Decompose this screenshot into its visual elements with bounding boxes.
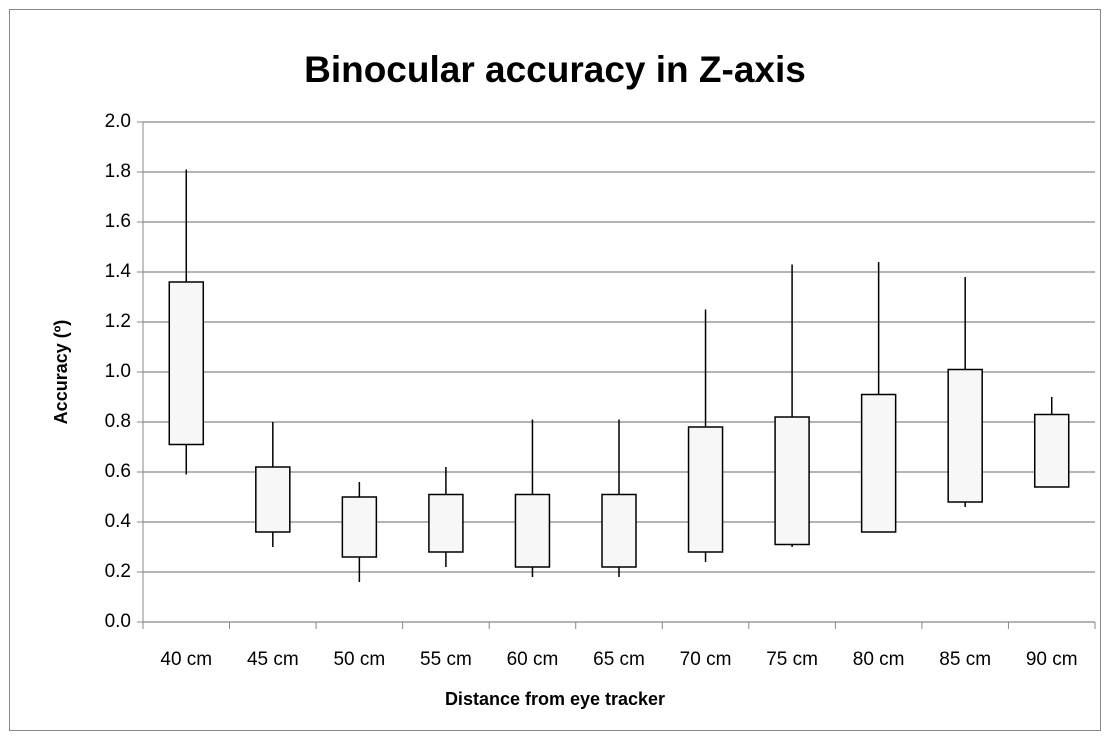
x-axis-label: Distance from eye tracker: [445, 689, 665, 709]
y-tick-label: 1.2: [105, 311, 131, 332]
x-tick-label: 45 cm: [247, 649, 299, 670]
x-tick-label: 70 cm: [680, 649, 732, 670]
x-tick-label: 65 cm: [593, 649, 645, 670]
x-tick-label: 55 cm: [420, 649, 472, 670]
y-tick-label: 0.0: [105, 611, 131, 632]
x-tick-label: 40 cm: [160, 649, 212, 670]
y-tick-label: 1.8: [105, 161, 131, 182]
y-tick-label: 0.8: [105, 411, 131, 432]
box: [860, 393, 897, 533]
x-tick-label: 85 cm: [939, 649, 991, 670]
x-tick-label: 75 cm: [766, 649, 818, 670]
box: [947, 368, 983, 503]
y-tick-label: 1.4: [105, 261, 132, 282]
y-tick-label: 1.6: [105, 211, 131, 232]
box: [774, 416, 810, 546]
y-tick-label: 1.0: [105, 361, 131, 382]
y-tick-label: 0.2: [105, 561, 131, 582]
box: [687, 426, 724, 553]
x-tick-label: 50 cm: [333, 649, 385, 670]
x-tick-label: 60 cm: [507, 649, 559, 670]
box: [168, 281, 205, 446]
box: [1033, 413, 1070, 488]
x-tick-label: 80 cm: [853, 649, 905, 670]
y-tick-label: 2.0: [105, 111, 131, 132]
box: [601, 493, 637, 568]
y-axis-label: Accuracy (º): [51, 320, 71, 425]
box: [341, 496, 378, 558]
y-tick-label: 0.4: [105, 511, 132, 532]
box: [514, 493, 551, 568]
box: [428, 493, 464, 553]
box: [255, 466, 291, 533]
y-tick-label: 0.6: [105, 461, 131, 482]
x-tick-label: 90 cm: [1026, 649, 1078, 670]
chart-title: Binocular accuracy in Z-axis: [304, 49, 806, 90]
